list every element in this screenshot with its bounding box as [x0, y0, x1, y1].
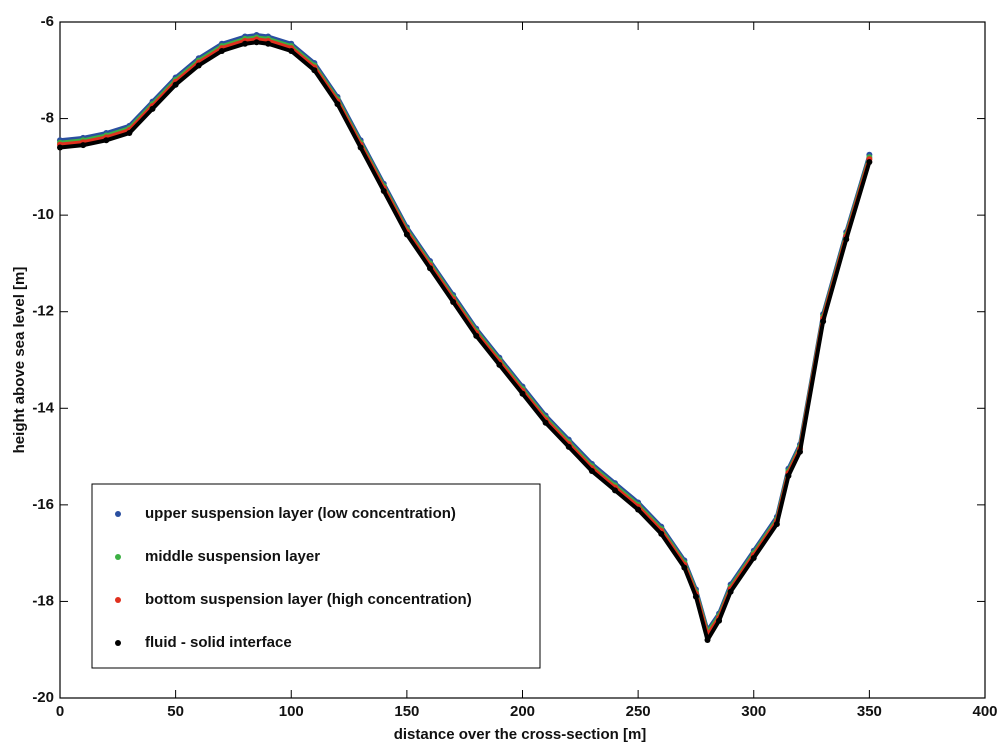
- x-tick-label: 200: [510, 703, 535, 720]
- y-axis-label: height above sea level [m]: [11, 267, 28, 454]
- point: [380, 188, 387, 194]
- point: [542, 419, 549, 426]
- y-tick-label: -6: [41, 13, 54, 30]
- x-axis-label: distance over the cross-section [m]: [394, 726, 647, 743]
- point: [773, 521, 780, 528]
- point: [311, 67, 318, 74]
- legend-label: bottom suspension layer (high concentrat…: [145, 591, 472, 608]
- point: [704, 637, 711, 644]
- point: [126, 130, 133, 137]
- point: [450, 299, 457, 306]
- point: [797, 448, 803, 455]
- point: [427, 265, 433, 272]
- series-trace: [59, 40, 872, 643]
- point: [357, 144, 364, 151]
- legend-marker: [115, 640, 121, 646]
- y-tick-label: -10: [32, 206, 54, 223]
- point: [265, 40, 272, 47]
- point: [681, 564, 688, 571]
- point: [496, 361, 503, 368]
- y-tick-label: -16: [32, 496, 54, 513]
- x-tick-label: 150: [394, 703, 419, 720]
- point: [288, 47, 295, 54]
- legend-label: middle suspension layer: [145, 548, 320, 565]
- y-tick-label: -14: [32, 399, 54, 416]
- y-tick-label: -8: [41, 110, 54, 127]
- point: [218, 47, 225, 54]
- point: [519, 390, 526, 397]
- legend-label: fluid - solid interface: [145, 634, 292, 651]
- x-tick-label: 0: [56, 703, 64, 720]
- point: [612, 487, 618, 494]
- point: [692, 593, 699, 600]
- x-tick-label: 250: [626, 703, 651, 720]
- point: [103, 137, 110, 144]
- x-tick-label: 100: [279, 703, 304, 720]
- point: [253, 39, 260, 46]
- point: [172, 81, 179, 88]
- x-tick-label: 50: [167, 703, 184, 720]
- y-tick-label: -12: [32, 303, 54, 320]
- point: [866, 159, 873, 166]
- point: [658, 530, 665, 537]
- point: [750, 554, 757, 561]
- legend-marker: [115, 511, 121, 517]
- point: [843, 236, 850, 243]
- y-tick-label: -20: [32, 689, 54, 706]
- legend-box: [91, 483, 541, 669]
- point: [57, 144, 63, 151]
- point: [785, 472, 792, 479]
- x-tick-label: 400: [972, 703, 997, 720]
- point: [403, 231, 410, 238]
- x-tick-label: 350: [857, 703, 882, 720]
- legend-label: upper suspension layer (low concentratio…: [145, 505, 456, 522]
- y-tick-label: -18: [32, 592, 54, 609]
- point: [565, 443, 572, 450]
- point: [635, 506, 642, 513]
- point: [588, 468, 595, 475]
- point: [195, 62, 202, 69]
- legend-marker: [115, 597, 121, 603]
- x-tick-label: 300: [741, 703, 766, 720]
- point: [149, 105, 156, 112]
- legend-marker: [115, 554, 121, 560]
- point: [242, 40, 248, 47]
- point: [716, 617, 723, 624]
- point: [820, 318, 827, 325]
- point: [727, 588, 734, 595]
- point: [473, 332, 480, 339]
- point: [334, 101, 341, 108]
- point: [80, 142, 87, 149]
